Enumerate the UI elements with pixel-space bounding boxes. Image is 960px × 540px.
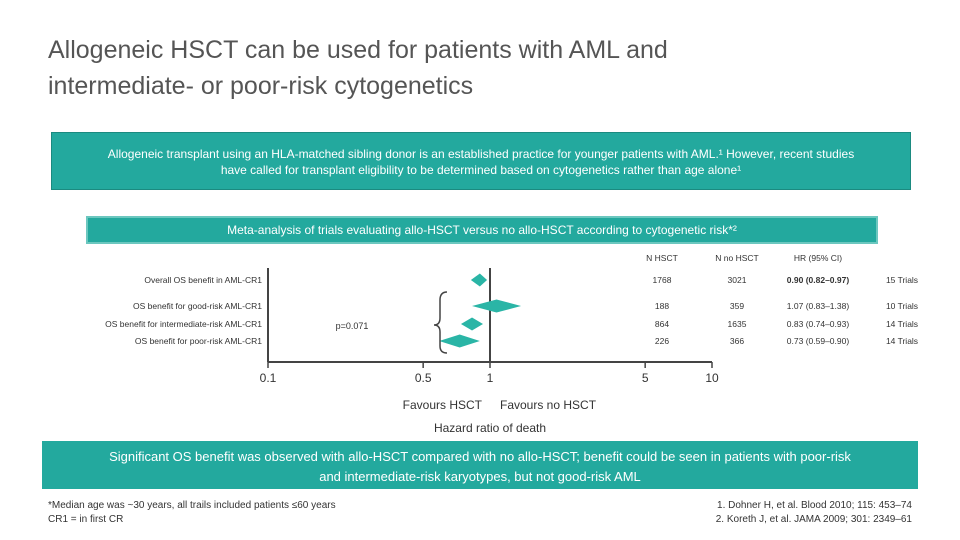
hr-diamond <box>460 317 484 331</box>
hr-ci-value: 0.90 (0.82–0.97) <box>787 275 850 285</box>
hr-ci-value: 0.83 (0.74–0.93) <box>787 319 850 329</box>
trials-count: 14 Trials <box>886 336 918 346</box>
footnote-line-1: *Median age was ~30 years, all trails in… <box>48 500 336 511</box>
row-label: Overall OS benefit in AML-CR1 <box>144 275 262 285</box>
row-label: OS benefit for intermediate-risk AML-CR1 <box>105 319 262 329</box>
reference-2: 2. Koreth J, et al. JAMA 2009; 301: 2349… <box>715 514 912 525</box>
trials-count: 10 Trials <box>886 301 918 311</box>
hr-diamond <box>439 334 480 348</box>
n-hsct-value: 1768 <box>653 275 672 285</box>
footnote-line-2: CR1 = in first CR <box>48 514 124 525</box>
banner-line-1: Allogeneic transplant using an HLA-match… <box>107 147 855 161</box>
hr-ci-value: 0.73 (0.59–0.90) <box>787 336 850 346</box>
meta-analysis-heading: Meta-analysis of trials evaluating allo-… <box>86 216 878 244</box>
conclusion-line-2: and intermediate-risk karyotypes, but no… <box>319 469 641 484</box>
n-hsct-value: 226 <box>655 336 669 346</box>
n-no-hsct-value: 1635 <box>728 319 747 329</box>
forest-plot: 0.1 0.5 1 5 10 Favours HSCT Favours no HSCT Haz… <box>105 253 918 435</box>
title-line-1: Allogeneic HSCT can be used for patients… <box>48 36 668 64</box>
n-no-hsct-value: 366 <box>730 336 744 346</box>
forest-plot-layer: 0.1 0.5 1 5 10 Favours HSCT Favours no HSCT Haz… <box>105 253 918 435</box>
x-tick-label: 0.5 <box>415 371 432 385</box>
row-label: OS benefit for good-risk AML-CR1 <box>133 301 262 311</box>
trials-count: 15 Trials <box>886 275 918 285</box>
column-header: HR (95% CI) <box>794 253 842 263</box>
hr-diamond <box>470 273 488 287</box>
references: 1. Dohner H, et al. Blood 2010; 115: 453… <box>716 499 912 527</box>
x-tick-label: 5 <box>642 371 649 385</box>
favours-no-hsct-label: Favours no HSCT <box>500 398 597 412</box>
footnote: *Median age was ~30 years, all trails in… <box>48 499 336 527</box>
x-axis-title: Hazard ratio of death <box>434 421 546 435</box>
trials-count: 14 Trials <box>886 319 918 329</box>
conclusion-banner: Significant OS benefit was observed with… <box>42 441 918 489</box>
x-tick-label: 1 <box>487 371 494 385</box>
n-hsct-value: 864 <box>655 319 669 329</box>
x-tick-label: 0.1 <box>260 371 277 385</box>
n-no-hsct-value: 3021 <box>728 275 747 285</box>
reference-1: 1. Dohner H, et al. Blood 2010; 115: 453… <box>717 500 912 511</box>
conclusion-line-1: Significant OS benefit was observed with… <box>109 449 851 464</box>
p-value-label: p=0.071 <box>336 321 369 331</box>
hr-diamond <box>472 299 522 313</box>
hr-ci-value: 1.07 (0.83–1.38) <box>787 301 850 311</box>
subgroup-brace <box>433 291 448 354</box>
banner-line-2: have called for transplant eligibility t… <box>220 163 742 177</box>
x-tick-label: 10 <box>705 371 719 385</box>
intro-banner: Allogeneic transplant using an HLA-match… <box>51 132 911 190</box>
row-label: OS benefit for poor-risk AML-CR1 <box>135 336 262 346</box>
column-header: N HSCT <box>646 253 678 263</box>
page-title: Allogeneic HSCT can be used for patients… <box>48 32 908 104</box>
column-header: N no HSCT <box>715 253 758 263</box>
title-line-2: intermediate- or poor-risk cytogenetics <box>48 72 474 100</box>
n-hsct-value: 188 <box>655 301 669 311</box>
n-no-hsct-value: 359 <box>730 301 744 311</box>
favours-hsct-label: Favours HSCT <box>403 398 483 412</box>
